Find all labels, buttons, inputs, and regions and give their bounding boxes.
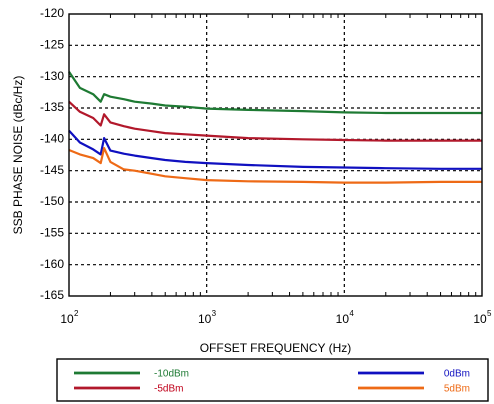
y-tick-label: -120 xyxy=(40,6,64,20)
x-tick-base: 10 xyxy=(60,312,74,326)
y-tick-label: -135 xyxy=(40,100,64,114)
series-line-4 xyxy=(68,147,482,184)
x-tick-base: 10 xyxy=(198,312,212,326)
y-tick-label: -160 xyxy=(40,257,64,271)
x-tick-exponent: 3 xyxy=(212,309,217,318)
legend-label-4: 5dBm xyxy=(444,384,470,395)
x-tick-exponent: 5 xyxy=(487,309,492,318)
x-tick-label: 10 3 xyxy=(198,309,217,326)
y-axis-label: SSB PHASE NOISE (dBc/Hz) xyxy=(11,76,25,235)
x-tick-base: 10 xyxy=(336,312,350,326)
x-tick-label: 10 2 xyxy=(60,309,79,326)
y-tick-label: -125 xyxy=(40,38,64,52)
series-line-2 xyxy=(68,100,482,142)
x-tick-label: 10 4 xyxy=(336,309,355,326)
y-tick-label: -140 xyxy=(40,132,64,146)
legend: -10dBm -5dBm 0dBm 5dBm xyxy=(56,358,489,402)
legend-label-1: -10dBm xyxy=(154,369,189,380)
x-tick-exponent: 4 xyxy=(349,309,354,318)
y-tick-label: -145 xyxy=(40,163,64,177)
series-line-3 xyxy=(68,129,482,170)
legend-box xyxy=(56,358,489,402)
plot-frame xyxy=(68,13,483,297)
series-line-1 xyxy=(68,71,482,115)
y-tick-label: -130 xyxy=(40,69,64,83)
x-tick-exponent: 2 xyxy=(74,309,79,318)
y-tick-label: -150 xyxy=(40,194,64,208)
y-tick-label: -155 xyxy=(40,226,64,240)
x-tick-base: 10 xyxy=(473,312,487,326)
y-tick-label: -165 xyxy=(40,288,64,302)
x-tick-label: 10 5 xyxy=(473,309,492,326)
legend-label-2: -5dBm xyxy=(154,384,183,395)
legend-label-3: 0dBm xyxy=(444,369,470,380)
x-axis-label: OFFSET FREQUENCY (Hz) xyxy=(200,341,352,355)
